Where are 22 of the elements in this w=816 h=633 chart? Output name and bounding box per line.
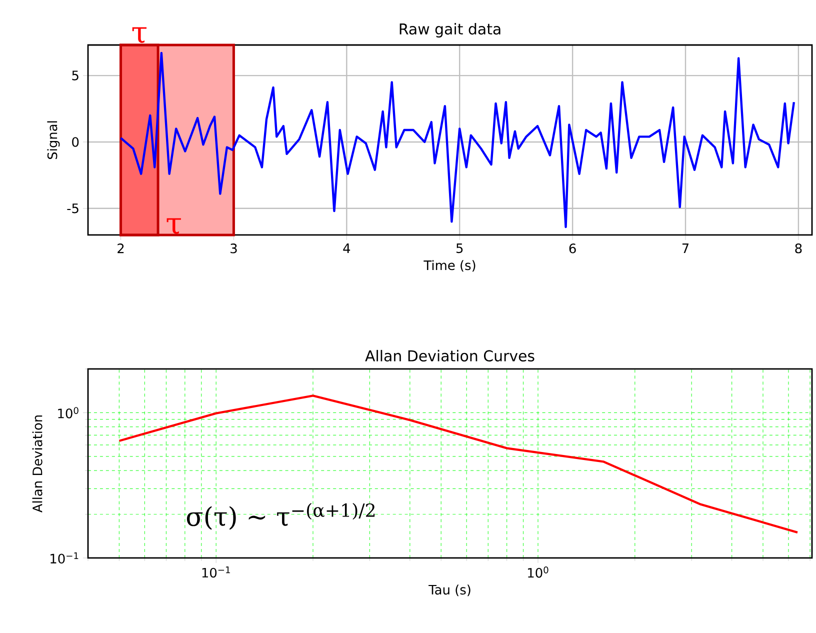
y-axis-title: Signal	[47, 121, 60, 160]
x-axis-title: Tau (s)	[428, 584, 470, 596]
y-tick-label: 0	[72, 137, 79, 147]
line-series	[118, 394, 799, 534]
y-axis-title: Allan Deviation	[32, 415, 42, 513]
x-axis-title: Time (s)	[424, 260, 476, 272]
y-tick-label: 10$^{−1}$	[50, 552, 78, 564]
y-tick-label: 5	[72, 70, 78, 80]
band-label: τ	[166, 218, 181, 234]
x-tick-label: 6	[569, 244, 576, 254]
x-tick-label: 7	[682, 244, 689, 253]
x-tick-label: 3	[230, 244, 237, 254]
chart-title: Allan Deviation Curves	[365, 350, 534, 362]
x-tick-label: 4	[343, 244, 350, 253]
x-tick-label: 8	[795, 244, 802, 254]
x-tick-label: 2	[118, 244, 124, 254]
y-tick-label: -5	[67, 204, 78, 214]
y-tick-label: 10$^{0}$	[58, 407, 78, 418]
annotation: σ(τ) ~ τ$^{−(α+1)/2}$	[186, 503, 375, 530]
x-tick-label: 5	[456, 244, 463, 254]
chart-title: Raw gait data	[400, 23, 500, 38]
band-label: τ	[132, 27, 147, 43]
